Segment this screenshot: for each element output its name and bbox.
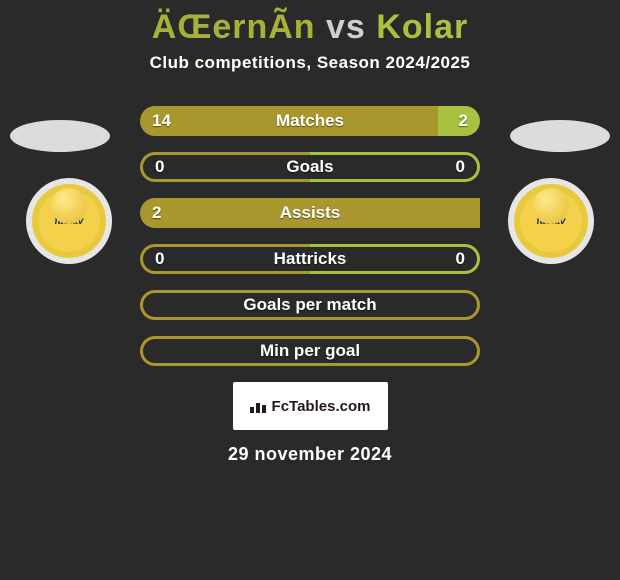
stat-label: Matches (276, 111, 344, 131)
player2-avatar-placeholder (510, 120, 610, 152)
stat-row: 0 0 Hattricks (140, 244, 480, 274)
stat-row: 2 14 Matches (140, 106, 480, 136)
stat-value-right: 2 (459, 111, 468, 131)
chart-icon (250, 399, 268, 413)
stat-bars: 2 14 Matches 0 0 Goals 2 Assists 0 0 Hattricks Goal… (140, 106, 480, 366)
player1-avatar-placeholder (10, 120, 110, 152)
stat-row: 0 0 Goals (140, 152, 480, 182)
player2-club-crest: fastav (508, 178, 594, 264)
player2-name: Kolar (376, 8, 468, 46)
player1-club-crest: fastav (26, 178, 112, 264)
stat-row: 2 Assists (140, 198, 480, 228)
stat-row: Min per goal (140, 336, 480, 366)
stat-label: Min per goal (260, 341, 360, 361)
stat-value-left: 2 (152, 203, 161, 223)
stat-label: Goals (286, 157, 333, 177)
vs-text: vs (326, 8, 366, 46)
stat-value-right: 0 (456, 157, 465, 177)
stat-bar-right: 2 (438, 106, 481, 136)
stat-value-left: 0 (155, 157, 164, 177)
page-title: ÄŒernÃ­n vs Kolar (0, 0, 620, 47)
stat-label: Hattricks (274, 249, 347, 269)
stat-bar-right: 0 (310, 152, 480, 182)
stat-label: Assists (280, 203, 340, 223)
stat-value-right: 0 (456, 249, 465, 269)
stat-row: Goals per match (140, 290, 480, 320)
date-text: 29 november 2024 (0, 444, 620, 465)
stat-bar-single: Min per goal (140, 336, 480, 366)
stat-bar-single: Goals per match (140, 290, 480, 320)
fctables-logo: FcTables.com (233, 382, 388, 430)
stat-value-left: 14 (152, 111, 171, 131)
subtitle: Club competitions, Season 2024/2025 (0, 53, 620, 73)
stat-label: Goals per match (243, 295, 376, 315)
club-badge-text: fastav (537, 216, 566, 227)
player1-name: ÄŒernÃ­n (152, 8, 316, 46)
stat-bar-left: 0 (140, 152, 310, 182)
club-badge-text: fastav (55, 216, 84, 227)
logo-text: FcTables.com (272, 398, 371, 415)
stat-value-left: 0 (155, 249, 164, 269)
